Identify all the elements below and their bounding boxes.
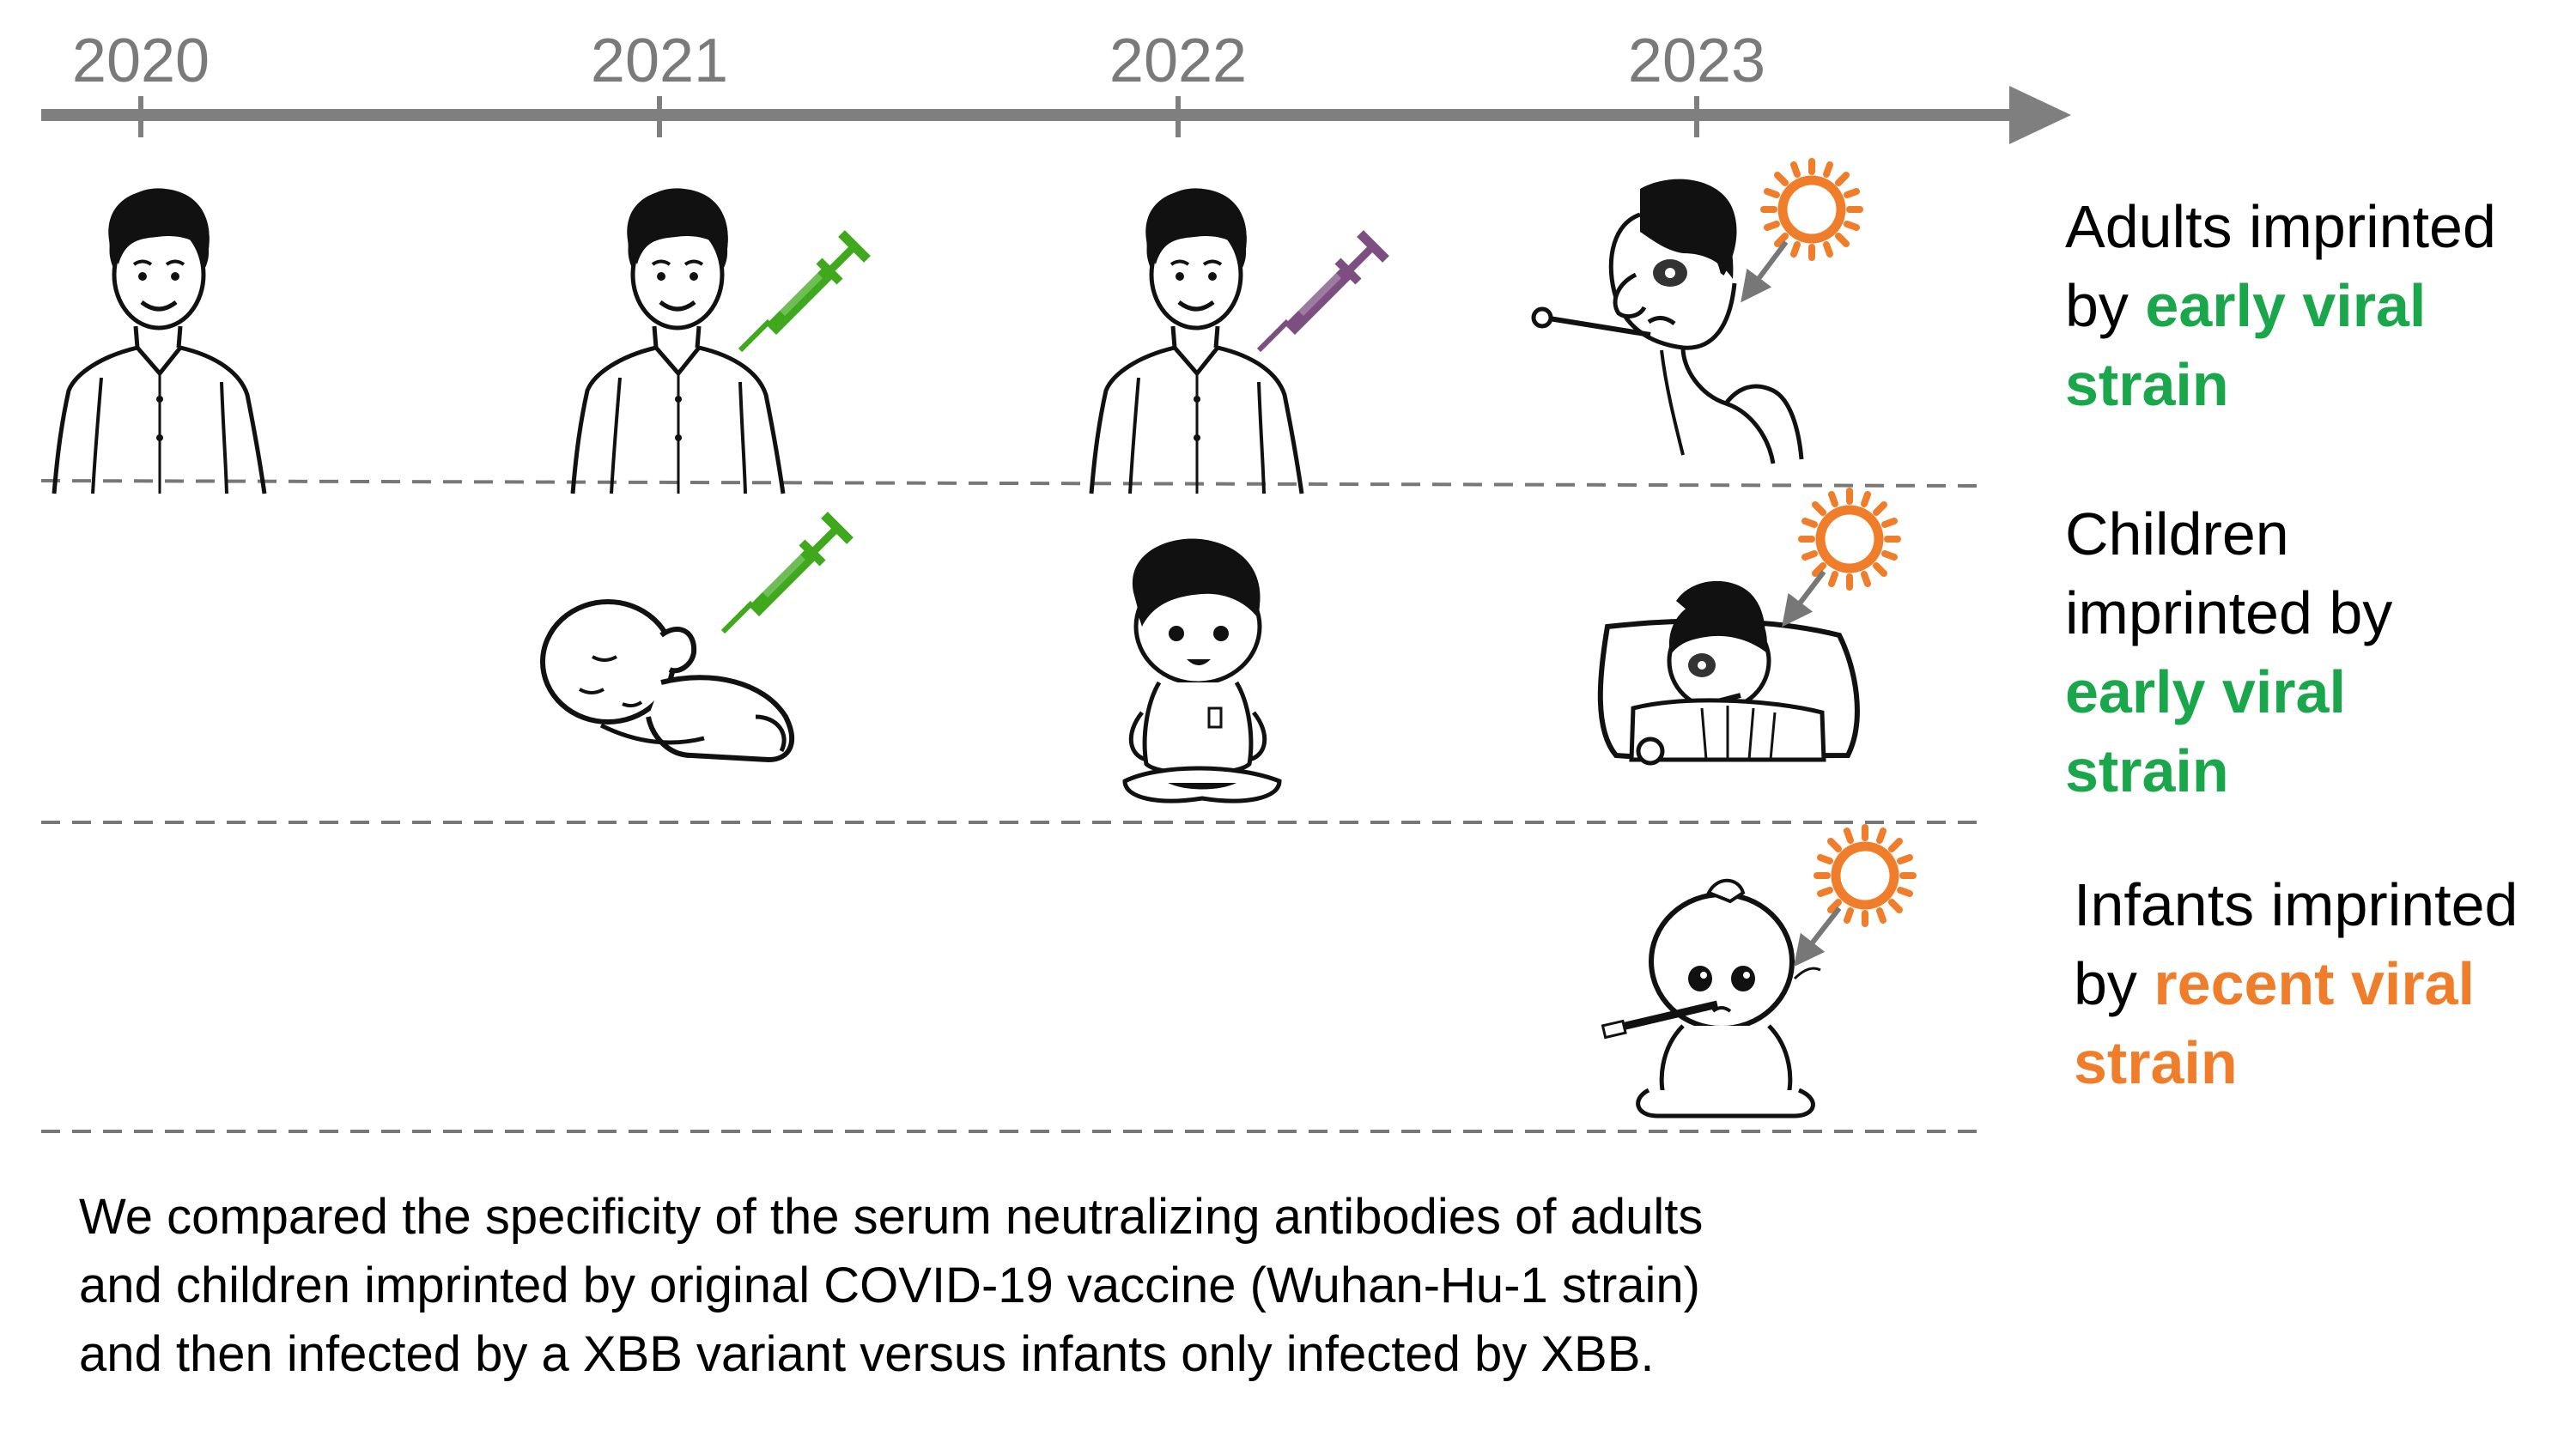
- row-label-text: by: [2074, 950, 2154, 1017]
- virus-icon: [1801, 491, 1898, 587]
- sick-child-in-bed-icon: [1597, 580, 1860, 766]
- infection-arrow: [1793, 906, 1842, 967]
- adult-2020-icon: [54, 188, 264, 494]
- row-label-text: Infants imprinted: [2074, 871, 2518, 938]
- row-separator: [40, 479, 1980, 488]
- row-label-line: early viral: [2065, 652, 2392, 731]
- row-label-line: by early viral: [2065, 266, 2496, 345]
- row-label-line: strain: [2074, 1023, 2518, 1102]
- sick-adult-icon: [1531, 179, 1804, 464]
- row-label-text: by: [2065, 272, 2146, 339]
- infection-arrow: [1782, 570, 1826, 627]
- syringe-icon: [740, 233, 867, 350]
- year-label-2021: 2021: [590, 27, 729, 95]
- syringe-icon: [723, 515, 850, 632]
- year-label-2022: 2022: [1109, 27, 1248, 95]
- row-label-highlight: early viral: [2065, 658, 2346, 725]
- row-label-highlight: strain: [2065, 737, 2229, 804]
- sick-infant-icon: [1601, 878, 1821, 1119]
- row-label-text: Children: [2065, 500, 2289, 567]
- row-separators: [40, 479, 1980, 1133]
- caption-line: We compared the specificity of the serum…: [79, 1189, 1704, 1245]
- row-label-line: strain: [2065, 345, 2496, 424]
- row-label-line: imprinted by: [2065, 573, 2392, 652]
- row-label-text: imprinted by: [2065, 579, 2393, 646]
- row-label-line: Adults imprinted: [2065, 187, 2496, 266]
- row-label-line: Children: [2065, 494, 2392, 573]
- year-label-2023: 2023: [1627, 27, 1766, 95]
- row-label-highlight: strain: [2074, 1029, 2238, 1096]
- timeline-axis: [41, 86, 2071, 144]
- sleeping-newborn-icon: [540, 599, 795, 763]
- row-label-highlight: early viral: [2145, 272, 2427, 339]
- row-label-highlight: strain: [2065, 351, 2229, 418]
- row-label-line: Infants imprinted: [2074, 865, 2518, 944]
- virus-icon: [1764, 161, 1860, 258]
- axis-arrow-icon: [2009, 86, 2071, 144]
- infection-arrow: [1741, 240, 1789, 303]
- syringe-icon: [1259, 233, 1386, 350]
- caption-line: and then infected by a XBB variant versu…: [79, 1326, 1655, 1382]
- row-label-line: strain: [2065, 731, 2392, 810]
- row-label-children: Children imprinted by early viral strain: [2065, 494, 2392, 810]
- row-label-line: by recent viral: [2074, 944, 2518, 1023]
- caption-line: and children imprinted by original COVID…: [79, 1258, 1700, 1313]
- row-label-text: Adults imprinted: [2065, 193, 2496, 260]
- virus-icon: [1817, 828, 1913, 924]
- caption: We compared the specificity of the serum…: [79, 1183, 2054, 1389]
- row-label-infants: Infants imprinted by recent viral strain: [2074, 865, 2518, 1102]
- row-label-highlight: recent viral: [2154, 950, 2475, 1017]
- year-label-2020: 2020: [71, 27, 210, 95]
- row-label-adults: Adults imprinted by early viral strain: [2065, 187, 2496, 424]
- toddler-icon: [1122, 538, 1282, 803]
